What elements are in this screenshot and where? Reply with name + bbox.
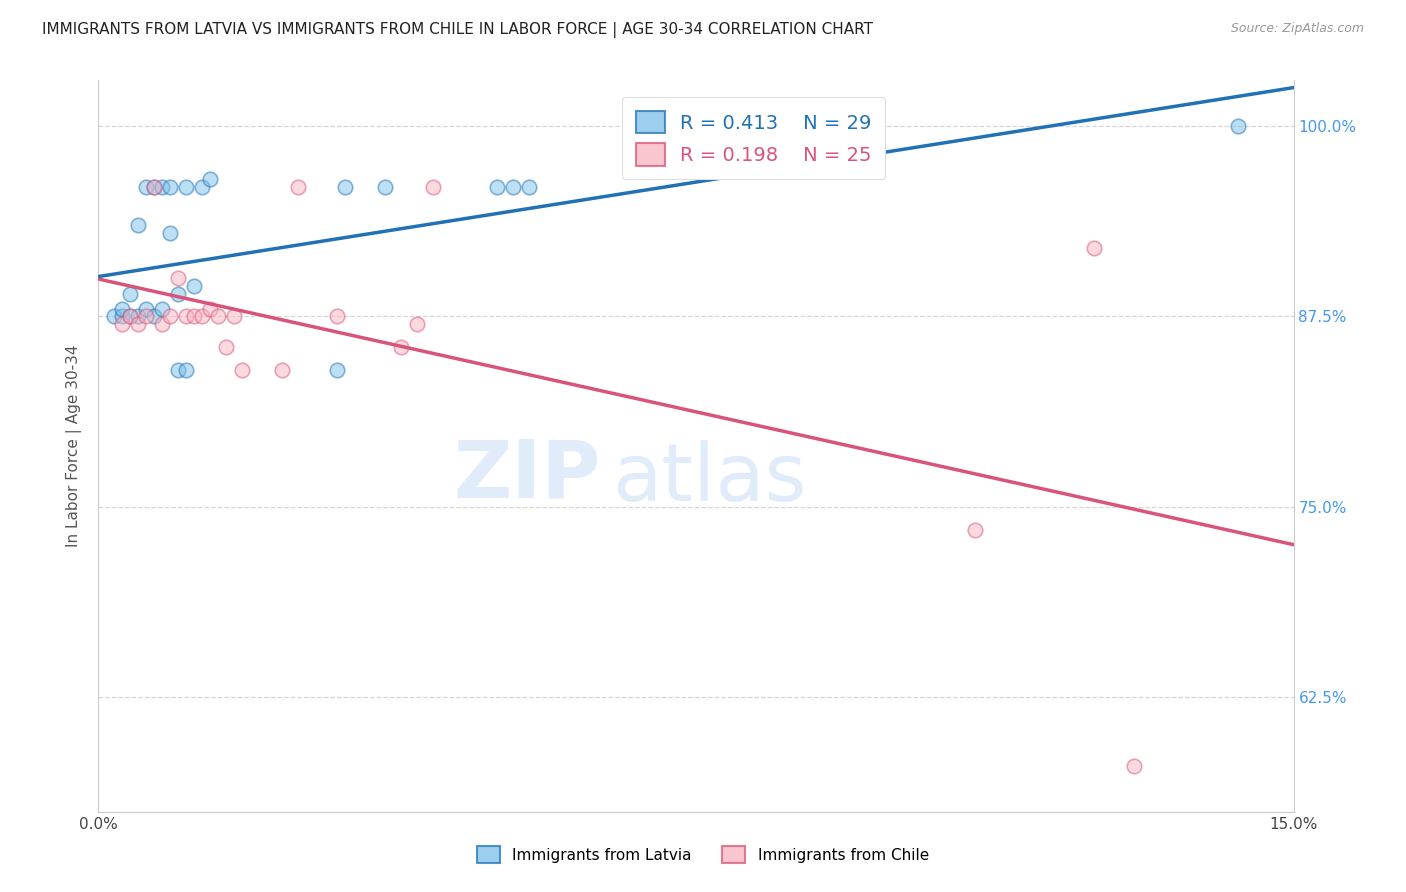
Point xyxy=(143,310,166,324)
Legend: Immigrants from Latvia, Immigrants from Chile: Immigrants from Latvia, Immigrants from … xyxy=(470,838,936,871)
Point xyxy=(111,317,134,331)
Point xyxy=(374,180,396,194)
Text: Source: ZipAtlas.com: Source: ZipAtlas.com xyxy=(1230,22,1364,36)
Point xyxy=(135,180,157,194)
Point xyxy=(326,310,349,324)
Point xyxy=(143,180,166,194)
Point xyxy=(335,180,357,194)
Point xyxy=(150,301,173,316)
Point xyxy=(422,180,444,194)
Point xyxy=(389,340,412,354)
Point xyxy=(191,310,214,324)
Point xyxy=(111,310,134,324)
Point xyxy=(1123,759,1146,773)
Point xyxy=(135,310,157,324)
Point xyxy=(127,317,149,331)
Point xyxy=(120,286,142,301)
Point xyxy=(120,310,142,324)
Point xyxy=(167,363,190,377)
Point xyxy=(183,279,205,293)
Point xyxy=(174,310,197,324)
Y-axis label: In Labor Force | Age 30-34: In Labor Force | Age 30-34 xyxy=(66,344,83,548)
Point xyxy=(326,363,349,377)
Point xyxy=(207,310,229,324)
Point xyxy=(183,310,205,324)
Point xyxy=(150,317,173,331)
Point xyxy=(406,317,429,331)
Point xyxy=(159,310,181,324)
Point xyxy=(222,310,245,324)
Point xyxy=(215,340,238,354)
Point xyxy=(111,301,134,316)
Point xyxy=(167,271,190,285)
Point xyxy=(167,286,190,301)
Text: atlas: atlas xyxy=(613,440,807,518)
Point xyxy=(127,310,149,324)
Point xyxy=(231,363,253,377)
Text: ZIP: ZIP xyxy=(453,436,600,515)
Point xyxy=(135,301,157,316)
Point xyxy=(159,226,181,240)
Point xyxy=(120,310,142,324)
Point xyxy=(159,180,181,194)
Point xyxy=(191,180,214,194)
Point xyxy=(150,180,173,194)
Point xyxy=(127,218,149,232)
Point xyxy=(485,180,508,194)
Point xyxy=(198,172,221,186)
Point xyxy=(502,180,524,194)
Point xyxy=(517,180,540,194)
Point xyxy=(198,301,221,316)
Point xyxy=(963,523,986,537)
Point xyxy=(174,180,197,194)
Point xyxy=(143,180,166,194)
Point xyxy=(1083,241,1105,255)
Point xyxy=(287,180,309,194)
Point xyxy=(270,363,292,377)
Point xyxy=(174,363,197,377)
Text: IMMIGRANTS FROM LATVIA VS IMMIGRANTS FROM CHILE IN LABOR FORCE | AGE 30-34 CORRE: IMMIGRANTS FROM LATVIA VS IMMIGRANTS FRO… xyxy=(42,22,873,38)
Legend: R = 0.413    N = 29, R = 0.198    N = 25: R = 0.413 N = 29, R = 0.198 N = 25 xyxy=(621,97,886,179)
Point xyxy=(1226,119,1249,133)
Point xyxy=(103,310,125,324)
